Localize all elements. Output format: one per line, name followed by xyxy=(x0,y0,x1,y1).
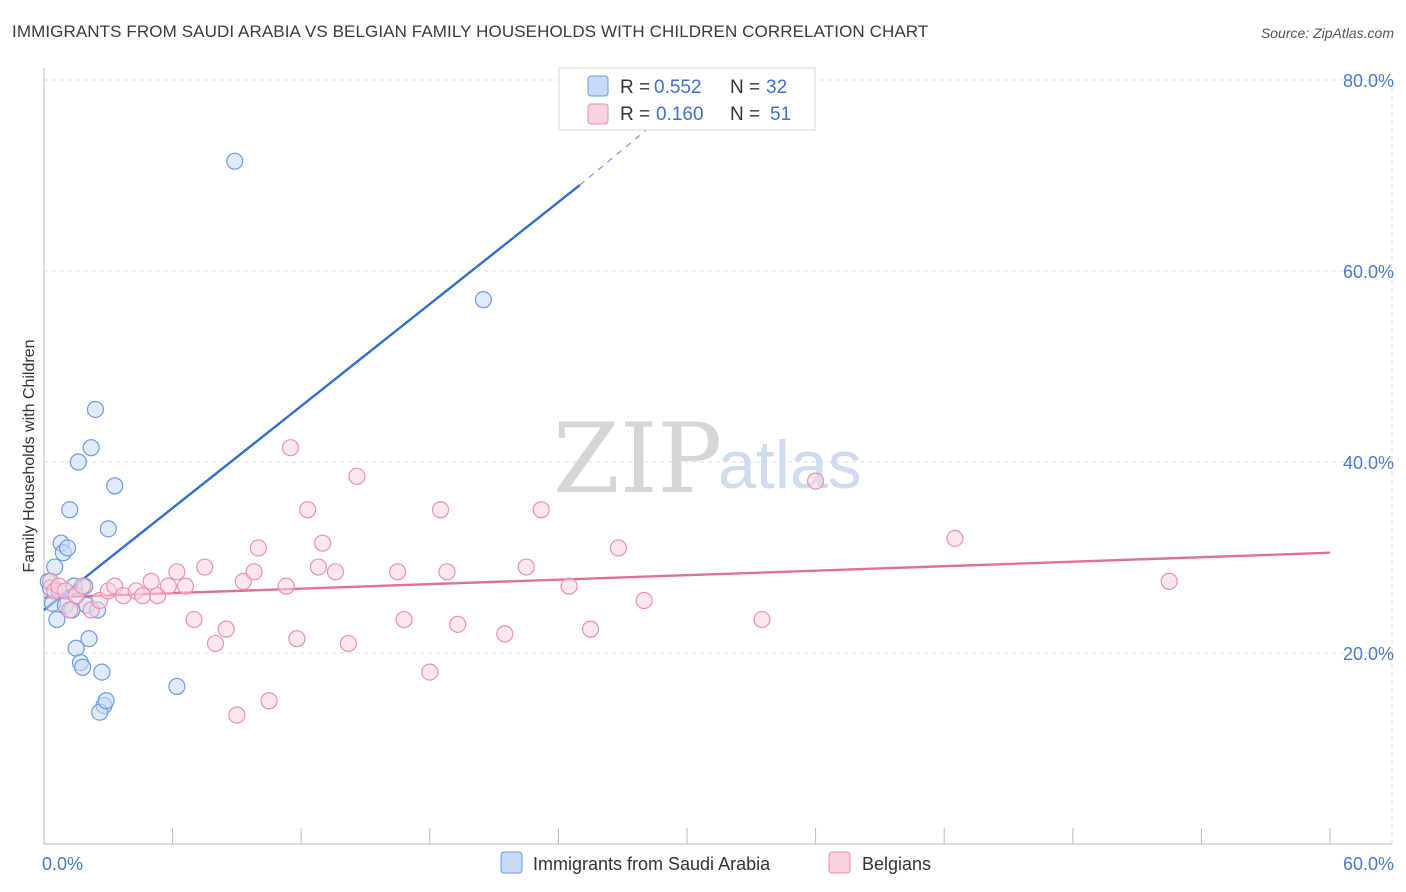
belgian-point-49 xyxy=(635,591,653,610)
saudi-point-23 xyxy=(93,663,111,681)
saudi-point-31 xyxy=(474,291,492,309)
belgian-point-39 xyxy=(421,663,439,681)
legend-n-blue: 32 xyxy=(766,77,787,98)
watermark-zip: ZIP xyxy=(553,403,722,515)
x-tick-labels: 0.0% 60.0% xyxy=(42,854,1394,874)
legend-r-label: R = xyxy=(620,77,650,98)
y-axis-label: Family Households with Children xyxy=(21,340,38,573)
belgian-point-21 xyxy=(206,634,225,653)
watermark-atlas: atlas xyxy=(718,427,862,503)
belgian-point-48 xyxy=(609,539,628,557)
saudi-point-27 xyxy=(168,677,186,696)
legend-bottom-swatch-pink xyxy=(828,851,851,874)
saudi-point-25 xyxy=(99,520,117,538)
legend-r-pink: 0.160 xyxy=(656,104,704,125)
y-tick-label-3: 80.0% xyxy=(1343,71,1394,91)
belgian-point-51 xyxy=(806,472,825,490)
belgian-point-41 xyxy=(438,563,456,581)
belgian-point-15 xyxy=(148,587,167,605)
y-tick-label-0: 20.0% xyxy=(1343,644,1394,664)
legend-r-blue: 0.552 xyxy=(654,77,702,98)
legend-swatch-pink xyxy=(587,103,609,125)
belgian-point-25 xyxy=(245,563,263,581)
y-tick-label-1: 40.0% xyxy=(1343,453,1394,473)
belgian-point-47 xyxy=(581,620,600,638)
belgian-point-40 xyxy=(431,501,450,519)
belgian-point-52 xyxy=(946,529,964,548)
belgian-point-17 xyxy=(168,563,186,581)
belgian-point-35 xyxy=(339,634,357,653)
belgian-point-22 xyxy=(217,620,235,638)
belgian-point-18 xyxy=(176,577,195,595)
watermark: ZIP atlas xyxy=(553,403,862,515)
saudi-point-10 xyxy=(61,501,79,519)
saudi-point-21 xyxy=(86,400,105,419)
saudi-point-26 xyxy=(106,477,124,495)
legend-r-label: R = xyxy=(620,104,650,125)
saudi-point-29 xyxy=(97,692,115,710)
saudi-point-16 xyxy=(73,658,92,676)
belgian-point-6 xyxy=(73,577,92,595)
saudi-trend-extension xyxy=(579,122,656,186)
legend-bottom-label-pink: Belgians xyxy=(862,854,931,874)
saudi-point-3 xyxy=(46,558,64,576)
saudi-trend-line xyxy=(43,184,581,611)
belgian-point-13 xyxy=(133,587,152,605)
belgian-point-30 xyxy=(288,630,306,648)
belgian-point-26 xyxy=(249,539,267,557)
belgian-point-31 xyxy=(299,501,317,519)
legend-n-pink: 51 xyxy=(770,104,791,125)
saudi-point-20 xyxy=(82,439,100,457)
legend-bottom-label-blue: Immigrants from Saudi Arabia xyxy=(533,854,771,874)
belgian-point-50 xyxy=(753,610,771,629)
belgian-point-33 xyxy=(314,534,332,552)
belgian-point-16 xyxy=(159,577,177,595)
y-tick-labels: 20.0% 40.0% 60.0% 80.0% xyxy=(1343,71,1394,664)
belgian-point-45 xyxy=(532,501,550,519)
belgian-point-28 xyxy=(277,577,295,595)
saudi-point-9 xyxy=(58,539,77,557)
belgian-point-36 xyxy=(348,467,366,485)
belgian-point-14 xyxy=(142,572,160,590)
legend-n-label: N = xyxy=(730,77,760,98)
saudi-point-19 xyxy=(80,630,98,648)
belgian-point-34 xyxy=(326,563,345,581)
x-tick-label-0: 0.0% xyxy=(42,854,83,874)
chart-title: IMMIGRANTS FROM SAUDI ARABIA VS BELGIAN … xyxy=(12,22,929,41)
y-tick-label-2: 60.0% xyxy=(1343,262,1394,282)
belgian-point-4 xyxy=(61,601,79,619)
saudi-point-14 xyxy=(69,453,87,471)
belgian-point-29 xyxy=(281,439,300,457)
belgian-point-38 xyxy=(395,610,413,629)
belgian-point-43 xyxy=(496,625,514,643)
legend-bottom: Immigrants from Saudi Arabia Belgians xyxy=(500,851,931,874)
data-points xyxy=(39,152,1178,724)
belgian-point-53 xyxy=(1160,572,1178,590)
legend-top: R = 0.552 N = 32 R = 0.160 N = 51 xyxy=(558,67,816,131)
belgian-trend-line xyxy=(43,551,1331,599)
x-tick-label-1: 60.0% xyxy=(1343,854,1394,874)
legend-n-label: N = xyxy=(730,104,760,125)
axes xyxy=(43,68,1392,845)
belgian-point-27 xyxy=(260,692,278,710)
belgian-point-23 xyxy=(228,706,246,724)
belgian-point-44 xyxy=(517,558,535,576)
legend-bottom-swatch-blue xyxy=(500,851,523,874)
saudi-point-4 xyxy=(48,610,66,629)
trend-lines xyxy=(43,122,1331,611)
belgian-point-37 xyxy=(389,563,407,581)
belgian-point-32 xyxy=(309,558,327,576)
belgian-point-42 xyxy=(449,615,467,633)
belgian-point-20 xyxy=(196,558,214,576)
belgian-point-46 xyxy=(560,577,578,595)
saudi-point-30 xyxy=(226,152,244,170)
belgian-point-24 xyxy=(234,572,252,590)
legend-swatch-blue xyxy=(587,75,609,97)
belgian-point-19 xyxy=(185,610,203,629)
source-note: Source: ZipAtlas.com xyxy=(1260,25,1394,41)
